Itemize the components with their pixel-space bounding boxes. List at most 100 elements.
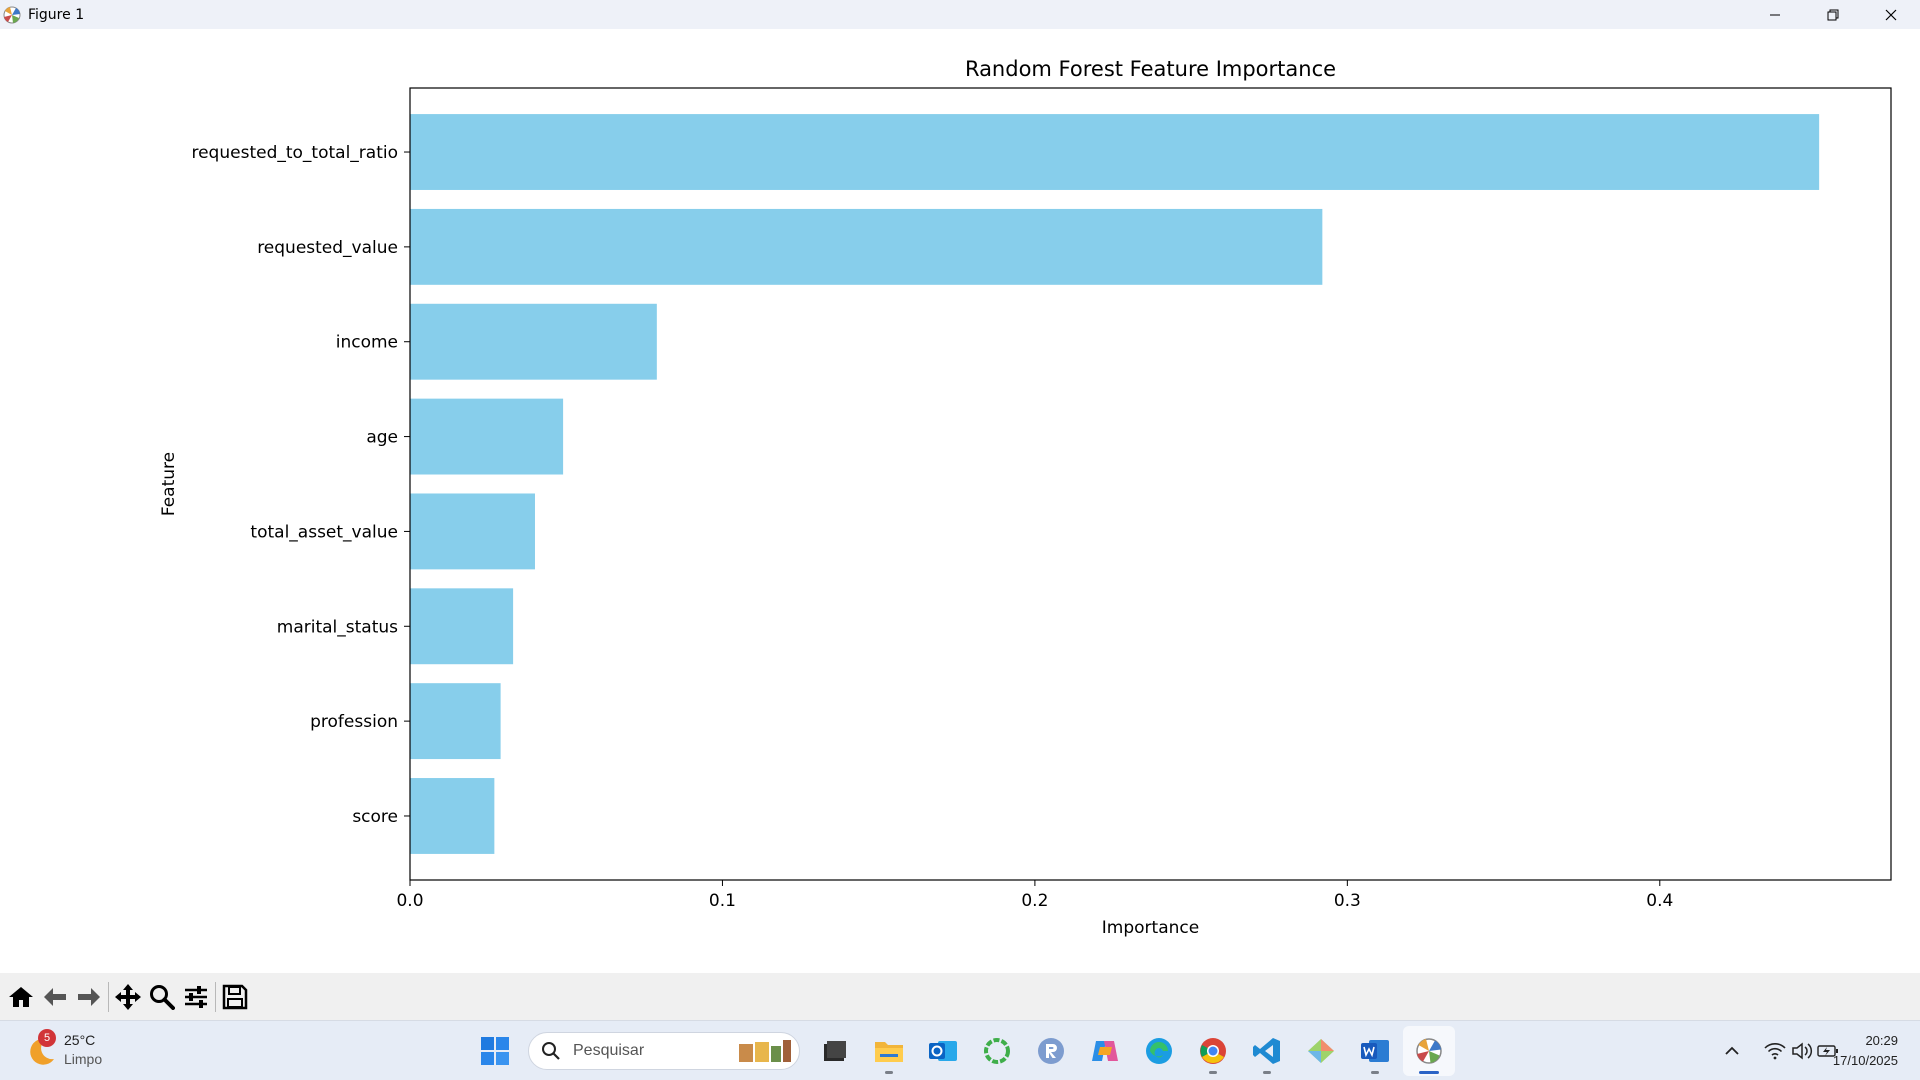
close-button[interactable] [1862, 0, 1920, 29]
git-gem-icon [1308, 1039, 1334, 1063]
home-button[interactable] [4, 980, 38, 1014]
taskbar-apps: Pesquisar [468, 1021, 1456, 1080]
moon-weather-icon [30, 1038, 54, 1065]
zoom-icon [150, 984, 175, 1010]
toolbar-separator [108, 981, 109, 1012]
outlook-icon [929, 1041, 957, 1061]
vscode-icon [1253, 1038, 1280, 1064]
search-placeholder: Pesquisar [573, 1042, 645, 1059]
bar-requested_value [410, 208, 1323, 285]
taskbar-app-git[interactable] [1295, 1026, 1347, 1076]
y-axis-label: Feature [159, 452, 179, 516]
taskbar-app-chrome[interactable] [1187, 1026, 1239, 1076]
save-icon [222, 984, 248, 1009]
taskbar-app-edge[interactable] [1133, 1026, 1185, 1076]
forward-icon [78, 987, 100, 1006]
weather-widget[interactable]: 5 25°C Limpo [22, 1029, 142, 1073]
configure-subplots-button[interactable] [179, 980, 213, 1014]
pan-icon [115, 983, 141, 1010]
chrome-icon [1200, 1038, 1226, 1064]
weather-temperature: 25°C [64, 1032, 96, 1048]
matplotlib-icon [3, 6, 21, 23]
wifi-icon [1764, 1043, 1786, 1060]
zoom-button[interactable] [145, 980, 179, 1014]
bar-score [410, 778, 495, 854]
start-button[interactable] [469, 1026, 521, 1076]
taskbar-app-ring[interactable] [971, 1026, 1023, 1076]
matplotlib-icon [1416, 1038, 1442, 1064]
home-icon [9, 986, 33, 1007]
running-indicator [1209, 1071, 1217, 1074]
y-tick-label-score: score [352, 807, 398, 827]
taskbar-app-word[interactable] [1349, 1026, 1401, 1076]
active-indicator [1419, 1071, 1439, 1074]
clock[interactable]: 20:29 17/10/2025 [1833, 1031, 1898, 1071]
bar-age [410, 398, 564, 475]
figure-canvas[interactable]: Random Forest Feature Importance requeste… [0, 29, 1920, 973]
taskbar-app-file-manager[interactable] [809, 1026, 861, 1076]
taskbar-app-r[interactable] [1025, 1026, 1077, 1076]
bar-income [410, 303, 657, 380]
plot-frame [409, 87, 1892, 881]
x-tick-label-0.0: 0.0 [396, 891, 423, 911]
back-icon [44, 987, 66, 1006]
clock-date: 17/10/2025 [1832, 1053, 1898, 1068]
configure-icon [185, 985, 207, 1008]
title-bar: Figure 1 [0, 0, 1920, 29]
weather-condition: Limpo [64, 1051, 103, 1067]
r-logo-icon [1038, 1038, 1064, 1064]
clock-time: 20:29 [1865, 1033, 1898, 1048]
search-highlight-icon [739, 1040, 791, 1062]
y-tick-label-profession: profession [310, 712, 398, 732]
x-tick-label-0.1: 0.1 [709, 891, 736, 911]
search-box[interactable]: Pesquisar [528, 1032, 800, 1070]
taskbar-app-outlook[interactable] [917, 1026, 969, 1076]
bar-requested_to_total_ratio [410, 114, 1820, 190]
bar-total_asset_value [410, 493, 535, 570]
x-axis-label: Importance [1102, 918, 1199, 938]
taskbar-app-file-explorer[interactable] [863, 1026, 915, 1076]
y-tick-label-requested_value: requested_value [257, 238, 398, 258]
restore-icon [1827, 9, 1839, 20]
save-button[interactable] [218, 980, 252, 1014]
navigation-toolbar [0, 973, 1920, 1020]
green-ring-icon [984, 1038, 1010, 1064]
running-indicator [1371, 1071, 1379, 1074]
volume-button[interactable] [1790, 1039, 1814, 1063]
wifi-button[interactable] [1763, 1039, 1787, 1063]
toolbar-separator [215, 981, 216, 1012]
notification-badge: 5 [38, 1029, 56, 1047]
taskbar: 5 25°C Limpo Pesquisar [0, 1020, 1920, 1080]
taskbar-app-vscode[interactable] [1241, 1026, 1293, 1076]
running-indicator [885, 1071, 893, 1074]
minimize-button[interactable] [1746, 0, 1804, 29]
forward-button[interactable] [72, 980, 106, 1014]
y-tick-label-income: income [336, 333, 398, 353]
windows-logo-icon [481, 1037, 509, 1065]
tray-overflow-button[interactable] [1720, 1039, 1744, 1063]
taskbar-app-figure[interactable] [1403, 1026, 1455, 1076]
word-icon [1361, 1040, 1389, 1062]
restore-button[interactable] [1804, 0, 1862, 29]
taskbar-app-copilot[interactable] [1079, 1026, 1131, 1076]
chart: Random Forest Feature Importance requeste… [159, 57, 1892, 938]
pan-button[interactable] [111, 980, 145, 1014]
chart-title: Random Forest Feature Importance [965, 57, 1336, 81]
battery-button[interactable] [1816, 1039, 1840, 1063]
back-button[interactable] [38, 980, 72, 1014]
volume-icon [1792, 1042, 1813, 1060]
y-tick-label-marital_status: marital_status [277, 617, 398, 637]
running-indicator [1263, 1071, 1271, 1074]
x-tick-label-0.2: 0.2 [1021, 891, 1048, 911]
folder-icon [875, 1042, 903, 1062]
bar-marital_status [410, 588, 514, 665]
window-title: Figure 1 [28, 6, 85, 23]
x-tick-label-0.3: 0.3 [1334, 891, 1361, 911]
y-tick-label-requested_to_total_ratio: requested_to_total_ratio [191, 143, 398, 163]
folder-dark-icon [824, 1041, 846, 1061]
battery-charging-icon [1817, 1045, 1838, 1057]
search-icon [542, 1042, 560, 1060]
y-tick-label-age: age [366, 428, 398, 448]
x-tick-label-0.4: 0.4 [1646, 891, 1673, 911]
